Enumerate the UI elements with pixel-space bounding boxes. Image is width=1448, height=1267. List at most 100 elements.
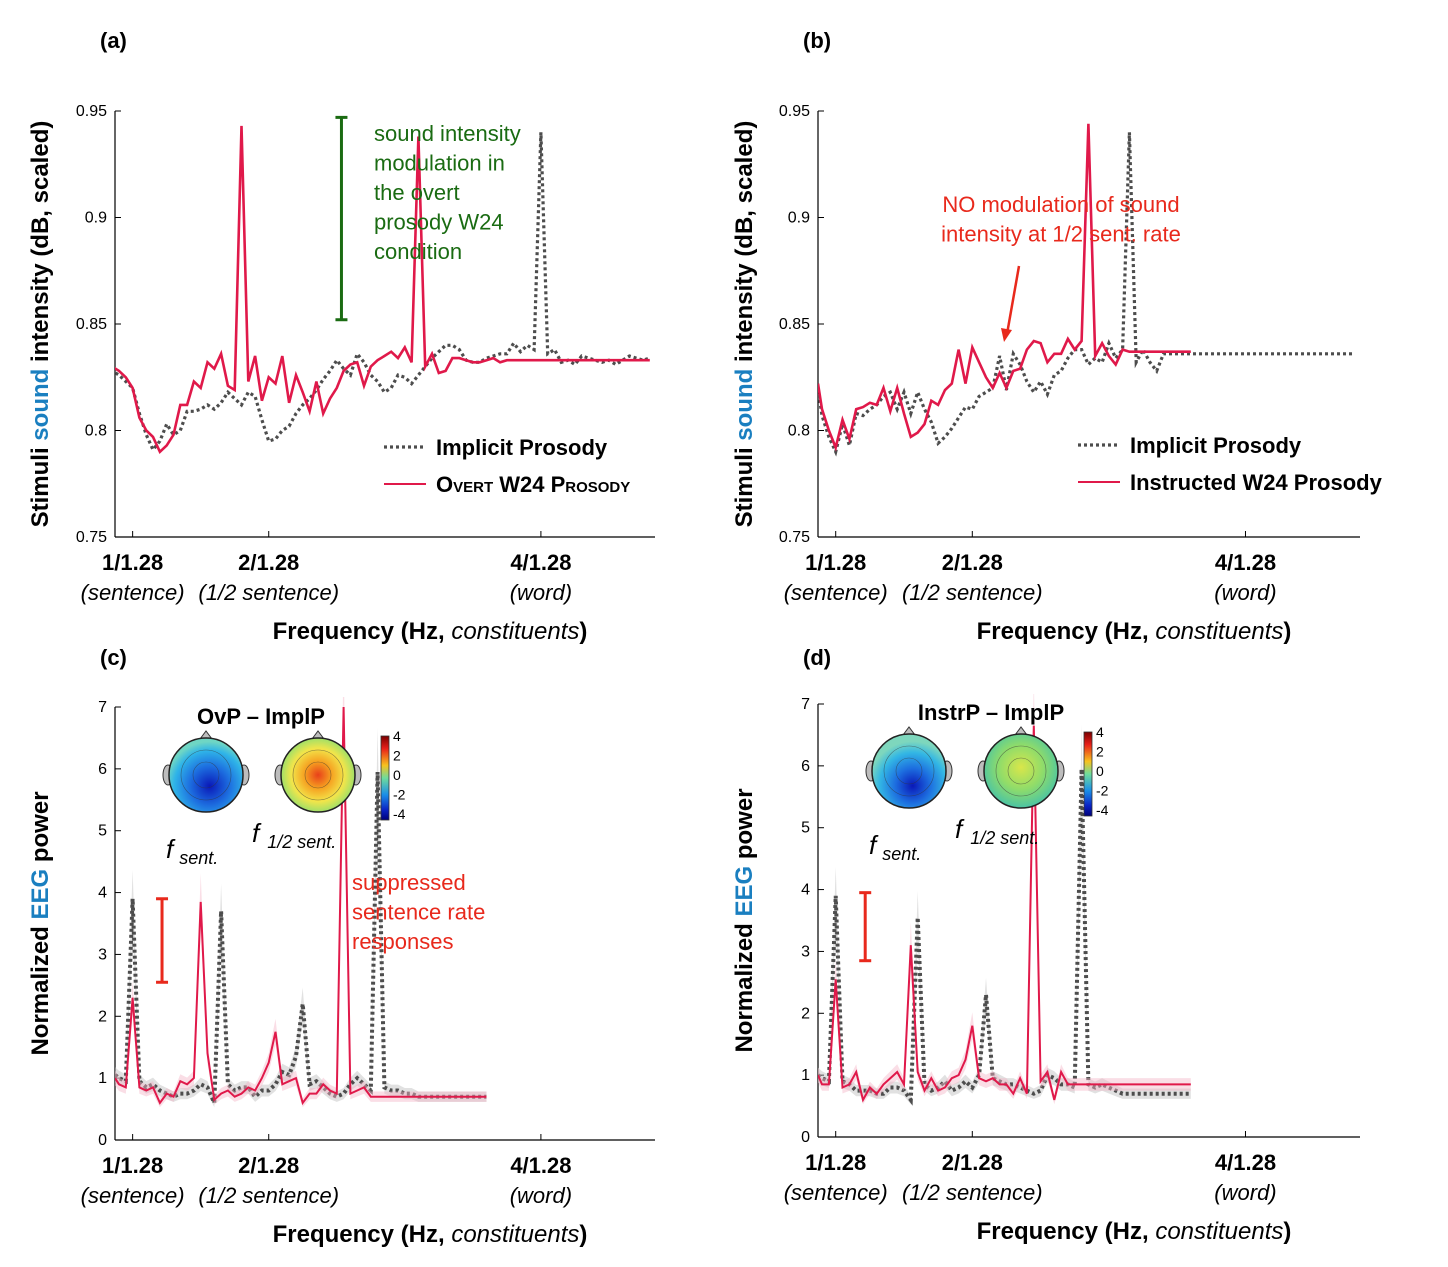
x-tick-sublabel: (sentence) <box>81 1183 185 1208</box>
x-tick-label: 2/1.28 <box>238 550 299 575</box>
x-tick-sublabel: (1/2 sentence) <box>902 1180 1043 1205</box>
x-axis-title-end: ) <box>1283 1218 1291 1245</box>
legend-label: Overt W24 Prosody <box>436 472 630 497</box>
x-tick-sublabel: (1/2 sentence) <box>198 1183 339 1208</box>
series-line-condition <box>818 725 1191 1103</box>
topomap-head <box>168 737 244 813</box>
x-tick-sublabel: (word) <box>510 1183 572 1208</box>
y-axis-title-part: intensity (dB, scaled) <box>731 121 758 369</box>
x-axis-title-main: Frequency (Hz, <box>977 1218 1156 1245</box>
annotation-line: NO modulation of sound <box>942 192 1179 217</box>
x-axis-title-italic: constituents <box>451 618 579 645</box>
x-axis-title-end: ) <box>1283 618 1291 645</box>
series-line-implicit <box>115 132 651 453</box>
topomap-title: InstrP – ImplP <box>918 700 1064 725</box>
y-axis-title-part: power <box>731 788 758 865</box>
y-tick-label: 2 <box>98 1008 107 1025</box>
y-axis-title-part: EEG <box>731 866 758 917</box>
topomap-contour <box>1007 757 1035 785</box>
topomap-head <box>871 733 947 809</box>
series-line-implicit <box>818 768 1191 1106</box>
y-tick-label: 2 <box>801 1005 810 1022</box>
x-tick-label: 1/1.28 <box>102 550 163 575</box>
x-tick-label: 4/1.28 <box>1215 1150 1276 1175</box>
panel-label: (c) <box>100 645 127 670</box>
annotation-line: suppressed <box>352 870 466 895</box>
y-axis-title-part: power <box>27 791 54 868</box>
y-axis-title-part: Normalized <box>27 920 54 1056</box>
y-tick-label: 0.95 <box>76 103 107 120</box>
x-tick-label: 2/1.28 <box>238 1153 299 1178</box>
colorbar-tick: -2 <box>1096 783 1109 799</box>
y-tick-label: 0.8 <box>788 423 810 440</box>
x-tick-sublabel: (1/2 sentence) <box>902 580 1043 605</box>
y-tick-label: 0 <box>98 1132 107 1149</box>
y-tick-label: 0.75 <box>76 529 107 546</box>
colorbar <box>380 735 390 821</box>
topomap-contour <box>883 745 935 797</box>
x-axis-title-main: Frequency (Hz, <box>273 1221 452 1248</box>
topomap-label-sentence: f sent. <box>166 834 218 868</box>
y-tick-label: 0.9 <box>85 210 107 227</box>
x-tick-sublabel: (word) <box>1214 580 1276 605</box>
y-axis-title-part: Stimuli <box>731 441 758 528</box>
y-axis-title-part: EEG <box>27 869 54 920</box>
topomap-label-sub: sent. <box>179 848 218 868</box>
annotation-line: condition <box>374 239 462 264</box>
y-tick-label: 0.85 <box>779 316 810 333</box>
series-line-condition <box>818 123 1191 452</box>
topomap-contour <box>292 749 344 801</box>
panel-a: (a) 0.75 0.8 0.85 0.9 0.95 1/1.28 (sentence) 2/1… <box>27 28 655 645</box>
y-axis-title-part: Stimuli <box>27 441 54 528</box>
colorbar-tick: 2 <box>1096 744 1104 760</box>
x-axis-title: Frequency (Hz, constituents) <box>273 1221 588 1248</box>
y-tick-label: 4 <box>801 882 810 899</box>
colorbar-tick: 4 <box>1096 724 1104 740</box>
y-tick-label: 1 <box>801 1067 810 1084</box>
topomap-contour <box>895 757 923 785</box>
y-tick-label: 0 <box>801 1129 810 1146</box>
y-tick-label: 1 <box>98 1070 107 1087</box>
annotation-arrow <box>1005 265 1021 335</box>
y-tick-label: 0.75 <box>779 529 810 546</box>
x-tick-label: 4/1.28 <box>510 1153 571 1178</box>
topomap-contour <box>180 749 232 801</box>
annotation-line: sound intensity <box>374 121 521 146</box>
x-tick-label: 1/1.28 <box>102 1153 163 1178</box>
topomap-sentence <box>865 726 953 809</box>
y-tick-label: 0.8 <box>85 423 107 440</box>
topomap-label-half: f 1/2 sent. <box>252 818 336 852</box>
x-tick-label: 2/1.28 <box>942 550 1003 575</box>
topomap-label-sentence: f sent. <box>869 830 921 864</box>
x-tick-sublabel: (sentence) <box>784 580 888 605</box>
y-axis-title-part: sound <box>27 369 54 441</box>
topomap-label-sub: 1/2 sent. <box>970 828 1039 848</box>
x-tick-sublabel: (sentence) <box>81 580 185 605</box>
colorbar <box>1083 731 1093 817</box>
x-axis-title: Frequency (Hz, constituents) <box>273 618 588 645</box>
x-tick-label: 1/1.28 <box>805 550 866 575</box>
annotation-line: sentence rate <box>352 900 485 925</box>
panel-b: (b) 0.75 0.8 0.85 0.9 0.95 1/1.28 (sentence) 2/1… <box>731 28 1383 645</box>
y-axis-title: Stimuli sound intensity (dB, scaled) <box>27 121 54 528</box>
y-axis-title: Normalized EEG power <box>27 791 54 1055</box>
topomap-label-f: f <box>869 830 879 860</box>
y-tick-label: 5 <box>801 820 810 837</box>
series-line-condition <box>115 706 487 1106</box>
y-tick-label: 3 <box>801 943 810 960</box>
annotation-line: prosody W24 <box>374 210 504 235</box>
colorbar-tick: 0 <box>1096 763 1104 779</box>
colorbar-tick: 0 <box>393 767 401 783</box>
topomap-label-f: f <box>955 814 965 844</box>
x-axis-title-end: ) <box>579 1221 587 1248</box>
panel-c: (c) 0 1 2 3 4 5 6 7 1/1.28 (sentence) 2/1.28 (1/2 se… <box>27 645 655 1248</box>
x-tick-sublabel: (word) <box>510 580 572 605</box>
plot-area <box>818 123 1355 457</box>
topomap-head <box>983 733 1059 809</box>
x-tick-sublabel: (1/2 sentence) <box>198 580 339 605</box>
legend-label: Implicit Prosody <box>1130 433 1302 458</box>
y-tick-label: 0.9 <box>788 210 810 227</box>
x-axis-title-main: Frequency (Hz, <box>273 618 452 645</box>
colorbar-tick: 4 <box>393 728 401 744</box>
